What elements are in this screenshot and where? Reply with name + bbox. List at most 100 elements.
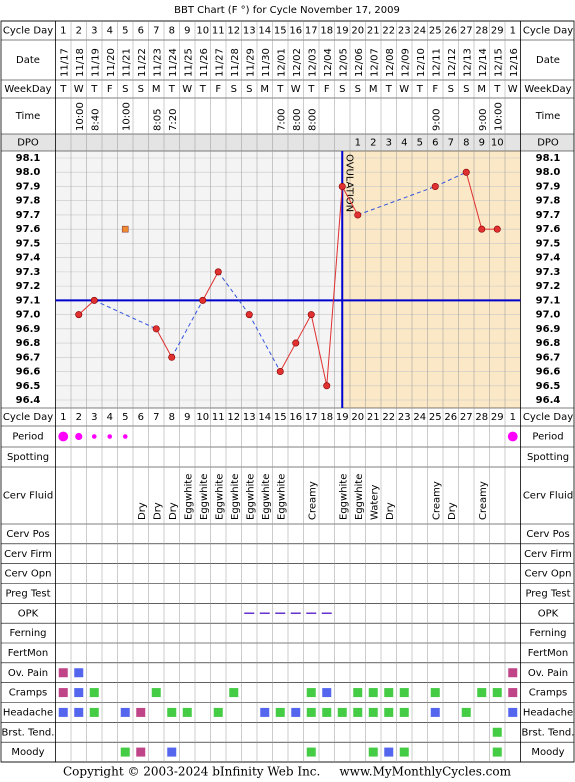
temp-segment [435,171,467,187]
row-label-right: Cerv Firm [524,549,572,560]
row-label-right: Period [532,432,563,443]
cycle-day: 11 [212,412,225,423]
weekday: T [90,84,98,95]
symptom-mark [384,707,394,717]
row-label: Cycle Day [3,412,53,423]
y-tick-label: 96.5 [16,381,41,392]
symptom-mark [322,707,332,717]
cycle-day: 29 [491,26,504,37]
date: 11/23 [152,48,163,77]
date: 11/28 [230,48,241,77]
cycle-day: 9 [184,412,190,423]
cycle-day: 19 [336,26,349,37]
period-dot [75,432,83,441]
time: 8:00 [292,109,303,131]
symptom-mark [260,707,270,717]
date: 12/06 [354,48,365,77]
row-label: Period [12,432,43,443]
row-label-right: Headache [523,707,573,718]
y-tick-label: 97.3 [16,267,41,278]
cycle-day: 20 [351,412,364,423]
cycle-day: 10 [196,26,209,37]
time: 7:20 [168,109,179,131]
date: 12/13 [462,48,473,77]
temp-point [90,296,98,304]
symptom-mark [477,688,487,698]
cerv-fluid: Dry [447,502,458,520]
weekday: S [246,84,252,95]
symptom-mark [430,707,440,717]
symptom-mark [120,707,130,717]
cycle-day: 28 [475,412,488,423]
temp-point [276,368,284,376]
temp-point [245,311,253,319]
period-dot [58,431,69,442]
weekday: M [260,84,269,95]
row-label-right: Brst. Tend. [522,727,575,738]
cerv-fluid: Eggwhite [245,474,256,520]
time: 10:00 [121,102,132,131]
cycle-day: 20 [351,26,364,37]
symptom-mark [213,707,223,717]
date: 12/15 [493,48,504,77]
cerv-fluid: Eggwhite [261,474,272,520]
weekday: W [399,84,409,95]
cycle-day: 8 [169,412,175,423]
row-label: Ferning [9,628,46,639]
cerv-fluid: Eggwhite [354,474,365,520]
date: 11/21 [121,48,132,77]
weekday: W [291,84,301,95]
symptom-mark [89,707,99,717]
date: 12/02 [292,48,303,77]
weekday: T [416,84,424,95]
temp-point [168,353,176,361]
weekday: T [168,84,176,95]
symptom-mark [337,707,347,717]
temp-segment [217,271,250,315]
row-label-right: Cerv Pos [526,529,569,540]
date: 11/20 [106,48,117,77]
cycle-day: 27 [460,412,473,423]
row-label-right: Cycle Day [523,26,573,37]
symptom-mark [368,688,378,698]
cycle-day: 7 [153,26,159,37]
cycle-day: 14 [258,26,271,37]
cycle-day: 15 [274,26,287,37]
row-label-right: Cerv Fluid [523,491,573,502]
cycle-day: 25 [429,412,442,423]
date: 12/10 [416,48,427,77]
y-tick-label: 97.7 [16,210,41,221]
weekday: S [138,84,144,95]
cycle-day: 26 [444,412,457,423]
time: 10:00 [75,102,86,131]
date: 12/07 [369,48,380,77]
weekday: T [199,84,207,95]
symptom-mark [89,688,99,698]
date: 12/03 [307,48,318,77]
cycle-day: 17 [305,26,318,37]
row-label-right: DPO [537,138,559,149]
symptom-mark [229,688,239,698]
symptom-mark [306,688,316,698]
row-label-right: Date [536,55,560,66]
date: 12/14 [478,48,489,77]
row-label-right: Ferning [529,628,566,639]
cycle-day: 18 [320,412,333,423]
row-label: FertMon [8,648,48,659]
y-tick-label-right: 97.4 [536,253,561,264]
cycle-day: 3 [91,26,97,37]
temp-segment [155,328,173,358]
symptom-mark [368,707,378,717]
date: 12/09 [400,48,411,77]
weekday: F [107,84,113,95]
y-tick-label-right: 96.6 [536,367,561,378]
weekday: F [215,84,221,95]
weekday: M [369,84,378,95]
cycle-day: 23 [398,26,411,37]
cycle-day: 21 [367,26,380,37]
cycle-day: 24 [413,412,426,423]
row-label: Cycle Day [3,26,53,37]
date: 11/25 [183,48,194,77]
cycle-day: 13 [243,412,256,423]
weekday: S [122,84,128,95]
